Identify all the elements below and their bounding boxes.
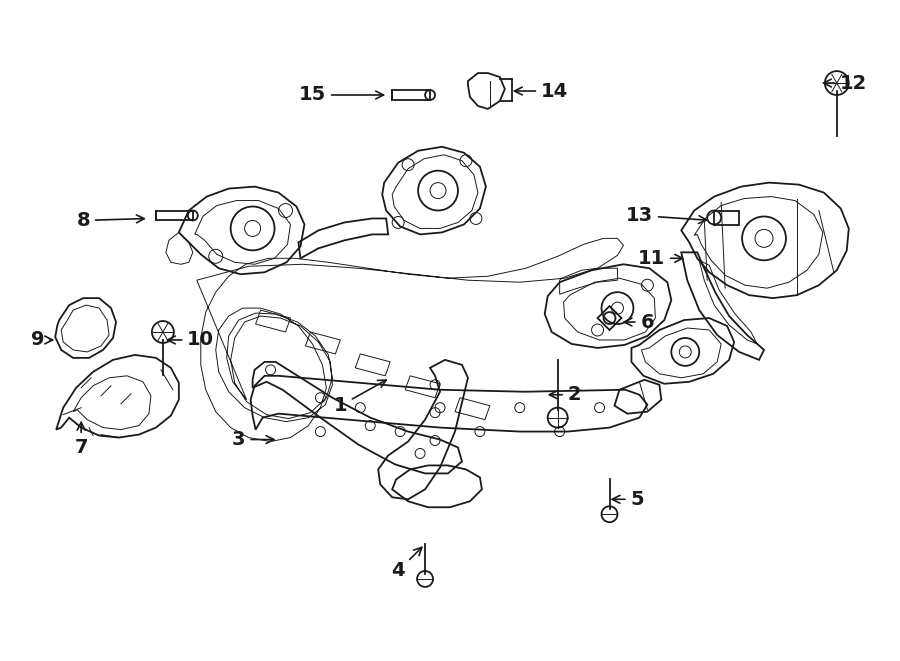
Text: 15: 15 [299,85,383,104]
Text: 12: 12 [824,73,868,93]
Text: 3: 3 [232,430,274,449]
Text: 1: 1 [334,380,386,415]
Text: 6: 6 [624,313,654,332]
Text: 14: 14 [515,81,568,100]
Text: 4: 4 [392,547,422,580]
Text: 5: 5 [612,490,644,509]
Text: 7: 7 [75,422,88,457]
Text: 8: 8 [76,211,144,230]
Text: 9: 9 [31,330,52,350]
Text: 2: 2 [549,385,581,405]
Text: 13: 13 [626,206,707,225]
Text: 10: 10 [167,330,214,350]
Text: 11: 11 [638,249,682,268]
